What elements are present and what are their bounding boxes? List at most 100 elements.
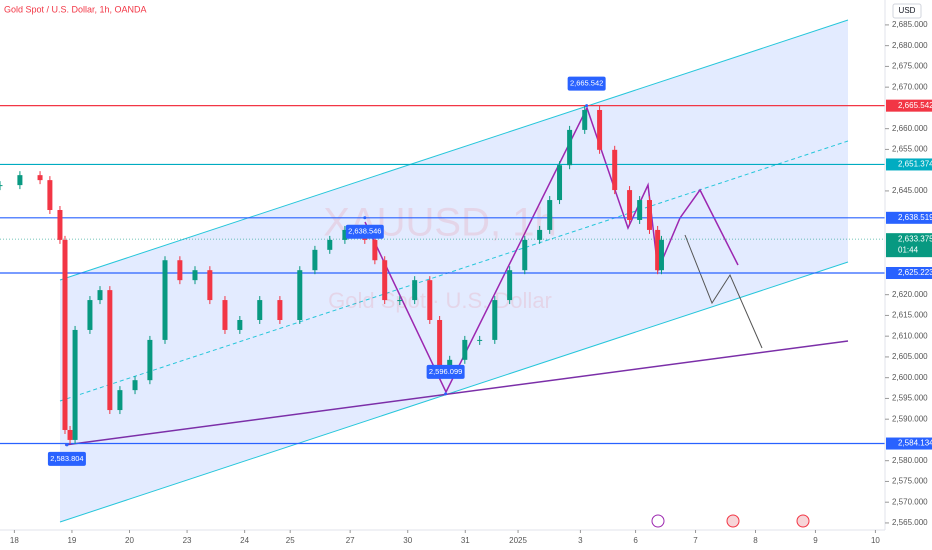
candle: [412, 280, 418, 301]
candle: [327, 239, 333, 250]
candle: [637, 200, 643, 220]
candle: [47, 180, 53, 211]
candle: [97, 290, 103, 301]
candle: [0, 185, 3, 187]
channel-mid: [59, 140, 849, 402]
candle: [237, 319, 243, 330]
candle: [612, 149, 618, 191]
y-tick-label: 2,570.000: [892, 497, 928, 506]
candle: [192, 270, 198, 281]
candle: [658, 239, 664, 271]
x-tick-label: 30: [403, 536, 412, 545]
candle: [627, 190, 633, 220]
y-tick-label: 2,575.000: [892, 477, 928, 486]
x-tick-label: 20: [125, 536, 134, 545]
y-tick-label: 2,620.000: [892, 290, 928, 299]
x-tick-label: 9: [813, 536, 818, 545]
projection: [684, 234, 763, 349]
y-tick-label: 2,670.000: [892, 82, 928, 91]
candle: [557, 165, 563, 201]
pivot: [444, 392, 448, 396]
trendline: [64, 340, 849, 446]
chart-title: Gold Spot / U.S. Dollar, 1h, OANDA: [4, 4, 147, 14]
x-tick-label: 23: [183, 536, 192, 545]
level-tag: [886, 233, 932, 258]
y-tick-label: 2,565.000: [892, 518, 928, 527]
y-tick-label: 2,580.000: [892, 456, 928, 465]
zigzag: [364, 106, 739, 394]
channel-top: [59, 19, 849, 281]
y-tick-label: 2,590.000: [892, 414, 928, 423]
candle: [297, 270, 303, 320]
candle: [477, 339, 483, 341]
pivot-label: 2,583.804: [50, 454, 83, 463]
pivot-tag: [345, 224, 384, 239]
level-label: 2,651.374: [898, 160, 932, 169]
candle: [117, 390, 123, 411]
y-tick-label: 2,675.000: [892, 62, 928, 71]
level-tag: [886, 266, 932, 279]
pivot: [363, 216, 367, 220]
candle: [57, 210, 63, 240]
pivot: [585, 104, 589, 108]
x-tick-label: 10: [871, 536, 880, 545]
pivot: [65, 443, 69, 447]
candle: [547, 200, 553, 230]
y-tick-label: 2,680.000: [892, 41, 928, 50]
pivot-label: 2,638.546: [348, 227, 381, 236]
level-tag: [886, 211, 932, 224]
y-tick-label: 2,655.000: [892, 145, 928, 154]
x-tick-label: 27: [346, 536, 355, 545]
candle: [72, 329, 78, 440]
candle: [222, 300, 228, 330]
candle: [132, 380, 138, 391]
candle: [162, 260, 168, 340]
pivot-tag: [567, 76, 606, 91]
x-tick-label: 8: [753, 536, 758, 545]
candle: [537, 229, 543, 240]
candle: [207, 270, 213, 301]
currency: USD: [899, 6, 916, 15]
candle: [312, 249, 318, 271]
candle: [522, 239, 528, 271]
level-label: 2,625.223: [898, 268, 932, 277]
candle: [597, 109, 603, 150]
event-icon: [651, 514, 665, 528]
level-label: 2,665.542: [898, 101, 932, 110]
candle: [87, 300, 93, 330]
level-label: 2,584.134: [898, 439, 932, 448]
pivot-label: 2,665.542: [570, 79, 603, 88]
y-tick-label: 2,660.000: [892, 124, 928, 133]
candle: [397, 300, 403, 302]
x-tick-label: 6: [633, 536, 638, 545]
candle: [492, 300, 498, 340]
candle: [655, 229, 661, 271]
y-tick-label: 2,615.000: [892, 311, 928, 320]
candle: [507, 270, 513, 301]
candle: [342, 229, 348, 240]
y-tick-label: 2,685.000: [892, 20, 928, 29]
x-tick-label: 19: [67, 536, 76, 545]
level-label: 2,638.519: [898, 213, 932, 222]
x-tick-label: 18: [10, 536, 19, 545]
candle: [582, 109, 588, 130]
candle: [567, 129, 573, 166]
level-tag: [886, 158, 932, 171]
pivot-tag: [426, 364, 465, 379]
candle: [67, 429, 73, 440]
pivot-label: 2,596.099: [429, 367, 462, 376]
candle: [62, 239, 68, 430]
candle: [427, 280, 433, 320]
pivot-tag: [47, 451, 86, 466]
y-tick-label: 2,600.000: [892, 373, 928, 382]
y-tick-label: 2,605.000: [892, 352, 928, 361]
candle: [17, 175, 23, 186]
event-icon: [726, 514, 740, 528]
y-tick-label: 2,645.000: [892, 186, 928, 195]
candle: [147, 339, 153, 381]
y-tick-label: 2,595.000: [892, 394, 928, 403]
level-tag: [886, 99, 932, 112]
x-tick-label: 7: [693, 536, 698, 545]
candle: [462, 339, 468, 360]
